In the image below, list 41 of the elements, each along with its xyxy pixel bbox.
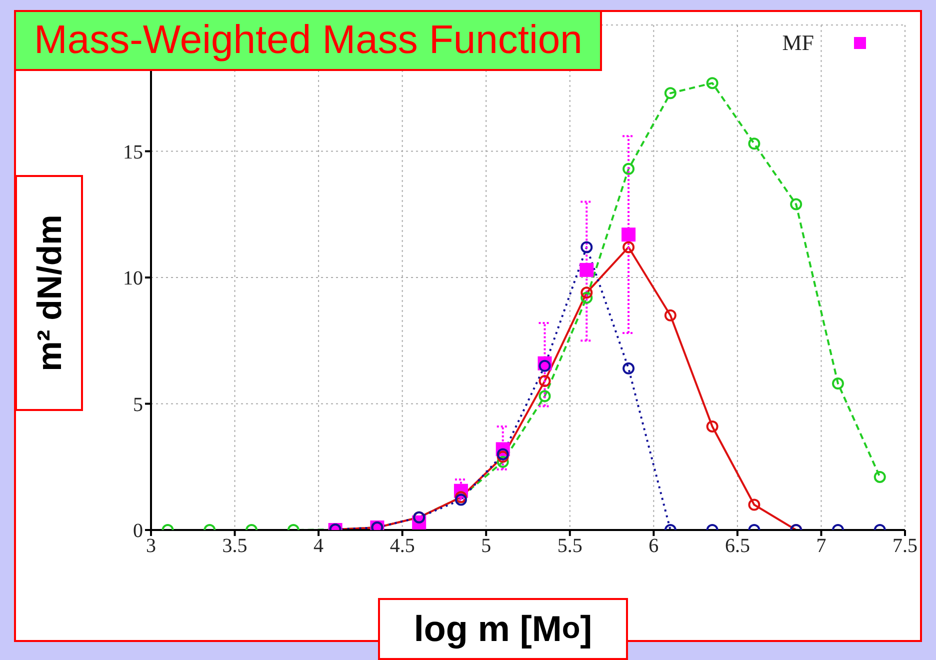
y-tick-label: 0 bbox=[133, 520, 143, 542]
point bbox=[580, 241, 593, 254]
x-tick-label: 7 bbox=[816, 535, 826, 558]
y-tick-label: 10 bbox=[123, 268, 143, 290]
y-tick-label: 5 bbox=[133, 394, 143, 416]
point bbox=[622, 241, 635, 254]
point bbox=[748, 498, 760, 511]
x-tick-label: 3 bbox=[146, 535, 156, 558]
chart-title: Mass-Weighted Mass Function bbox=[14, 10, 602, 71]
point bbox=[454, 494, 467, 506]
point bbox=[664, 87, 676, 100]
point bbox=[622, 362, 635, 374]
x-tick-label: 3.5 bbox=[222, 535, 248, 558]
point bbox=[664, 309, 676, 322]
point bbox=[874, 470, 886, 483]
legend-label: MF bbox=[782, 30, 814, 56]
point bbox=[622, 162, 635, 175]
point bbox=[538, 375, 551, 388]
x-tick-label: 6 bbox=[648, 535, 659, 558]
point bbox=[706, 77, 718, 90]
x-tick-label: 4.5 bbox=[390, 535, 415, 558]
x-tick-label: 5 bbox=[481, 535, 492, 558]
x-tick-label: 4 bbox=[314, 535, 324, 558]
point bbox=[538, 360, 551, 372]
point bbox=[538, 390, 551, 402]
x-tick-label: 7.5 bbox=[892, 535, 918, 558]
point bbox=[580, 286, 593, 299]
point bbox=[622, 228, 636, 242]
point bbox=[580, 262, 594, 277]
point bbox=[790, 198, 802, 210]
point bbox=[832, 378, 844, 390]
point bbox=[748, 138, 760, 150]
x-tick-label: 6.5 bbox=[724, 535, 750, 558]
y-tick-label: 15 bbox=[123, 141, 143, 164]
point bbox=[706, 420, 718, 432]
point bbox=[496, 450, 509, 463]
x-tick-label: 5.5 bbox=[557, 535, 582, 558]
point bbox=[496, 456, 509, 468]
point bbox=[496, 448, 509, 460]
point bbox=[580, 292, 593, 304]
y-axis-title: m² dN/dm bbox=[31, 214, 69, 372]
